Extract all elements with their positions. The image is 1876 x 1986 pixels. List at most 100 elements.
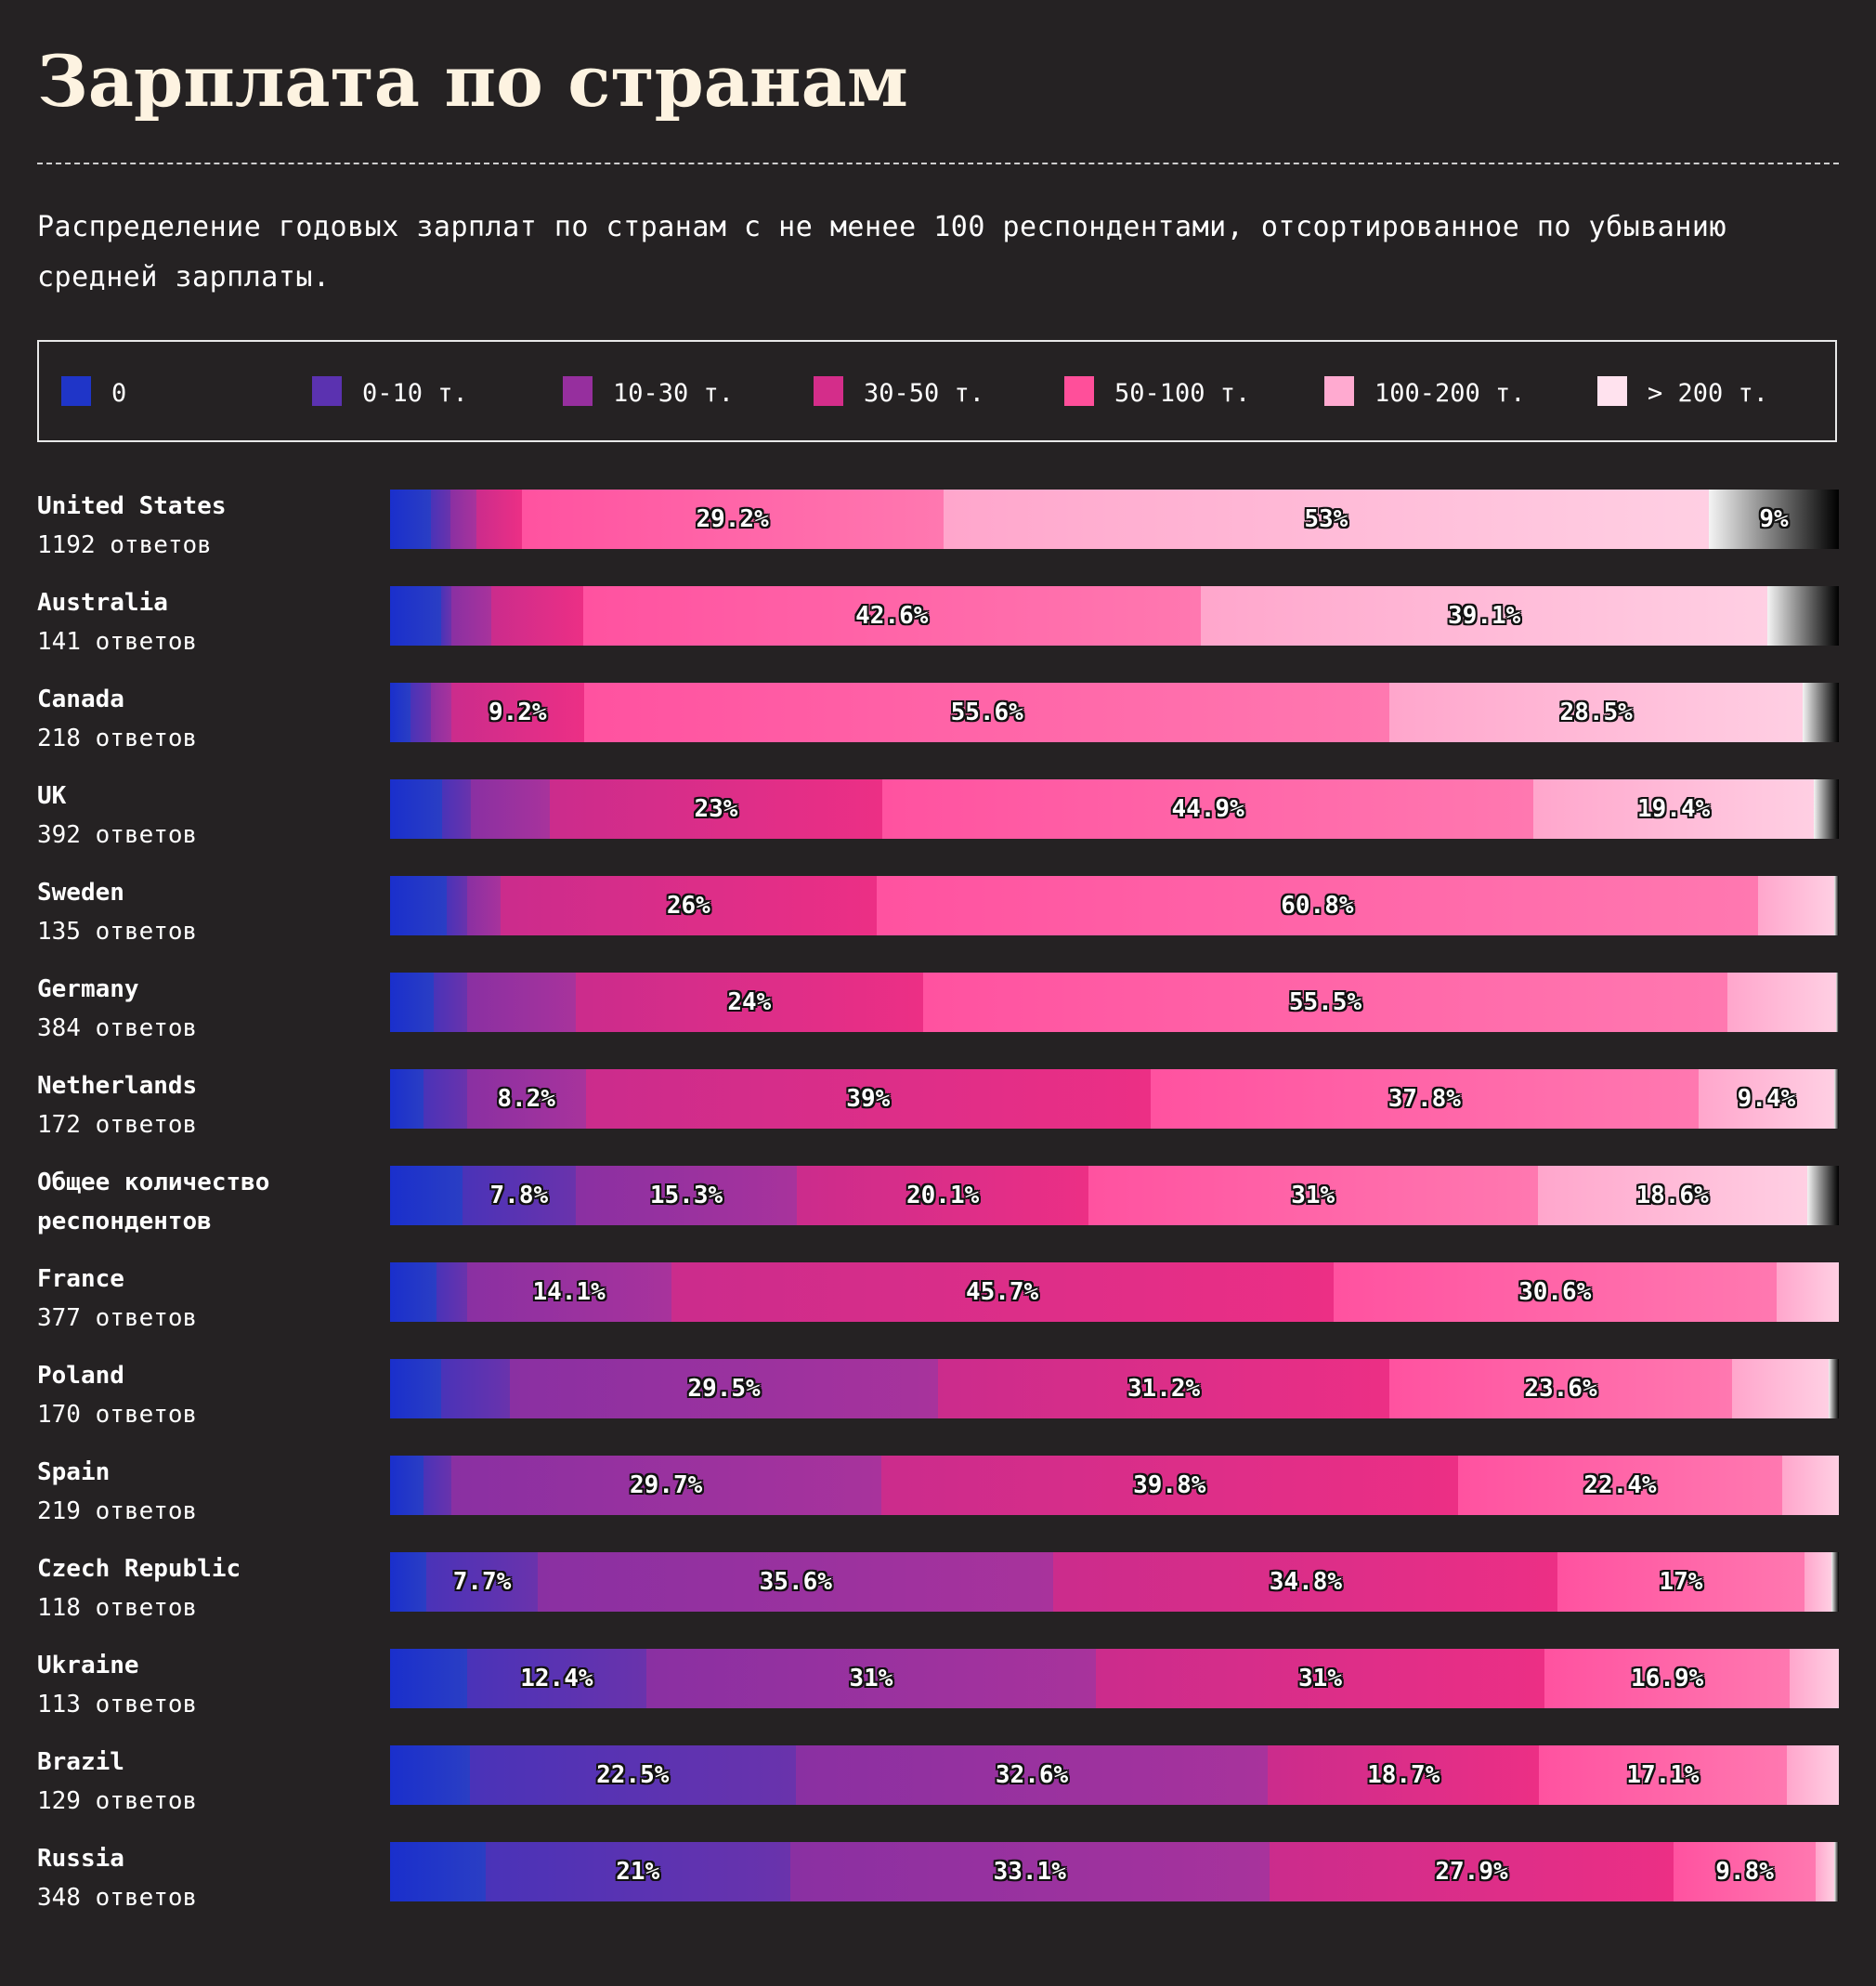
stacked-bar: 26% 60.8% — [390, 876, 1839, 935]
bar-segment: 17.1% — [1539, 1745, 1787, 1805]
data-label: 23% — [694, 795, 738, 823]
data-label: 29.5% — [687, 1375, 761, 1403]
data-label: 32.6% — [995, 1761, 1069, 1789]
bar-segment: 29.5% — [510, 1359, 938, 1418]
bar-segment: 45.7% — [671, 1262, 1334, 1322]
legend-swatch-6 — [1597, 376, 1627, 406]
bar-segment: 33.1% — [789, 1842, 1270, 1901]
bar-segment — [390, 779, 443, 839]
row-count: 348 ответов — [37, 1884, 198, 1912]
data-label: 29.7% — [630, 1471, 703, 1499]
row-name: Netherlands — [37, 1072, 198, 1100]
bar-segment — [1804, 1552, 1832, 1612]
row-label: France 377 ответов — [37, 1260, 197, 1338]
stacked-bar: 7.7% 35.6% 34.8% 17% — [390, 1552, 1839, 1612]
data-label: 9% — [1759, 505, 1789, 533]
row-name: Germany — [37, 975, 139, 1003]
legend-swatch-4 — [1064, 376, 1094, 406]
bar-segment: 22.5% — [469, 1745, 796, 1805]
data-label: 7.7% — [452, 1568, 512, 1596]
data-label: 55.5% — [1288, 988, 1362, 1016]
bar-segment — [410, 683, 431, 742]
bar-segment: 31% — [1088, 1166, 1538, 1225]
data-label: 29.2% — [696, 505, 769, 533]
stacked-bar: 23% 44.9% 19.4% — [390, 779, 1839, 839]
bar-segment — [433, 973, 467, 1032]
data-label: 60.8% — [1281, 892, 1354, 920]
row-count: 392 ответов — [37, 821, 198, 849]
bar-segment: 29.7% — [450, 1456, 881, 1515]
bar-segment: 9.8% — [1674, 1842, 1817, 1901]
data-label: 17% — [1659, 1568, 1703, 1596]
bar-segment: 19.4% — [1532, 779, 1815, 839]
data-label: 20.1% — [905, 1182, 980, 1209]
bar-segment: 9.2% — [450, 683, 585, 742]
row-label: Canada 218 ответов — [37, 680, 197, 758]
row-label: Germany 384 ответов — [37, 970, 197, 1048]
bar-segment: 44.9% — [882, 779, 1533, 839]
data-label: 31% — [849, 1665, 893, 1692]
bar-segment — [436, 1262, 467, 1322]
bar-segment — [450, 586, 492, 646]
data-label: 44.9% — [1171, 795, 1244, 823]
data-label: 16.9% — [1630, 1665, 1704, 1692]
legend-swatch-1 — [312, 376, 342, 406]
bar-segment — [390, 1745, 470, 1805]
bar-segment: 17% — [1557, 1552, 1804, 1612]
stacked-bar: 9.2% 55.6% 28.5% — [390, 683, 1839, 742]
row-name: Czech Republic — [37, 1555, 241, 1583]
row-name: Russia — [37, 1845, 124, 1873]
bar-segment — [390, 1649, 467, 1708]
data-label: 17.1% — [1626, 1761, 1700, 1789]
bar-segment: 15.3% — [575, 1166, 798, 1225]
bar-segment — [390, 1069, 423, 1129]
legend-label-3: 30-50 т. — [864, 379, 985, 408]
row-name: Sweden — [37, 879, 124, 907]
data-label: 9.8% — [1715, 1858, 1774, 1886]
data-label: 27.9% — [1435, 1858, 1508, 1886]
row-count: 135 ответов — [37, 918, 198, 946]
data-label: 7.8% — [489, 1182, 549, 1209]
row-name: United States — [37, 492, 227, 520]
bar-segment: 24% — [575, 973, 924, 1032]
stacked-bar: 42.6% 39.1% — [390, 586, 1839, 646]
chart-legend: 0 0-10 т. 10-30 т. 30-50 т. 50-100 т. 10… — [37, 340, 1837, 442]
bar-segment: 34.8% — [1053, 1552, 1558, 1612]
bar-segment: 12.4% — [466, 1649, 647, 1708]
row-label: Sweden 135 ответов — [37, 873, 197, 951]
bar-segment — [1757, 876, 1835, 935]
bar-segment: 32.6% — [795, 1745, 1269, 1805]
row-label: Australia 141 ответов — [37, 583, 197, 661]
bar-segment — [390, 1166, 462, 1225]
bar-segment: 30.6% — [1333, 1262, 1777, 1322]
bar-segment: 18.6% — [1537, 1166, 1807, 1225]
data-label: 22.4% — [1583, 1471, 1657, 1499]
row-label: Poland 170 ответов — [37, 1356, 197, 1434]
data-label: 8.2% — [497, 1085, 555, 1113]
legend-swatch-2 — [563, 376, 593, 406]
data-label: 30.6% — [1518, 1278, 1592, 1306]
bar-segment — [390, 876, 447, 935]
legend-swatch-3 — [814, 376, 843, 406]
bar-segment: 18.7% — [1268, 1745, 1540, 1805]
bar-segment — [1789, 1649, 1839, 1708]
bar-segment — [446, 876, 467, 935]
bar-segment: 39.8% — [880, 1456, 1458, 1515]
bar-segment: 31% — [1095, 1649, 1545, 1708]
title-divider — [37, 163, 1839, 164]
row-name: респондентов — [37, 1208, 212, 1235]
bar-segment — [466, 973, 576, 1032]
bar-segment: 60.8% — [877, 876, 1758, 935]
row-count: 377 ответов — [37, 1304, 198, 1332]
data-label: 35.6% — [759, 1568, 832, 1596]
data-label: 37.8% — [1387, 1085, 1461, 1113]
bar-segment — [390, 973, 434, 1032]
data-label: 15.3% — [649, 1182, 723, 1209]
data-label: 23.6% — [1524, 1375, 1597, 1403]
data-label: 45.7% — [965, 1278, 1039, 1306]
bar-segment: 28.5% — [1389, 683, 1803, 742]
bar-segment: 7.8% — [462, 1166, 576, 1225]
row-label: Общее количество респондентов — [37, 1163, 269, 1241]
bar-segment: 29.2% — [521, 490, 944, 549]
